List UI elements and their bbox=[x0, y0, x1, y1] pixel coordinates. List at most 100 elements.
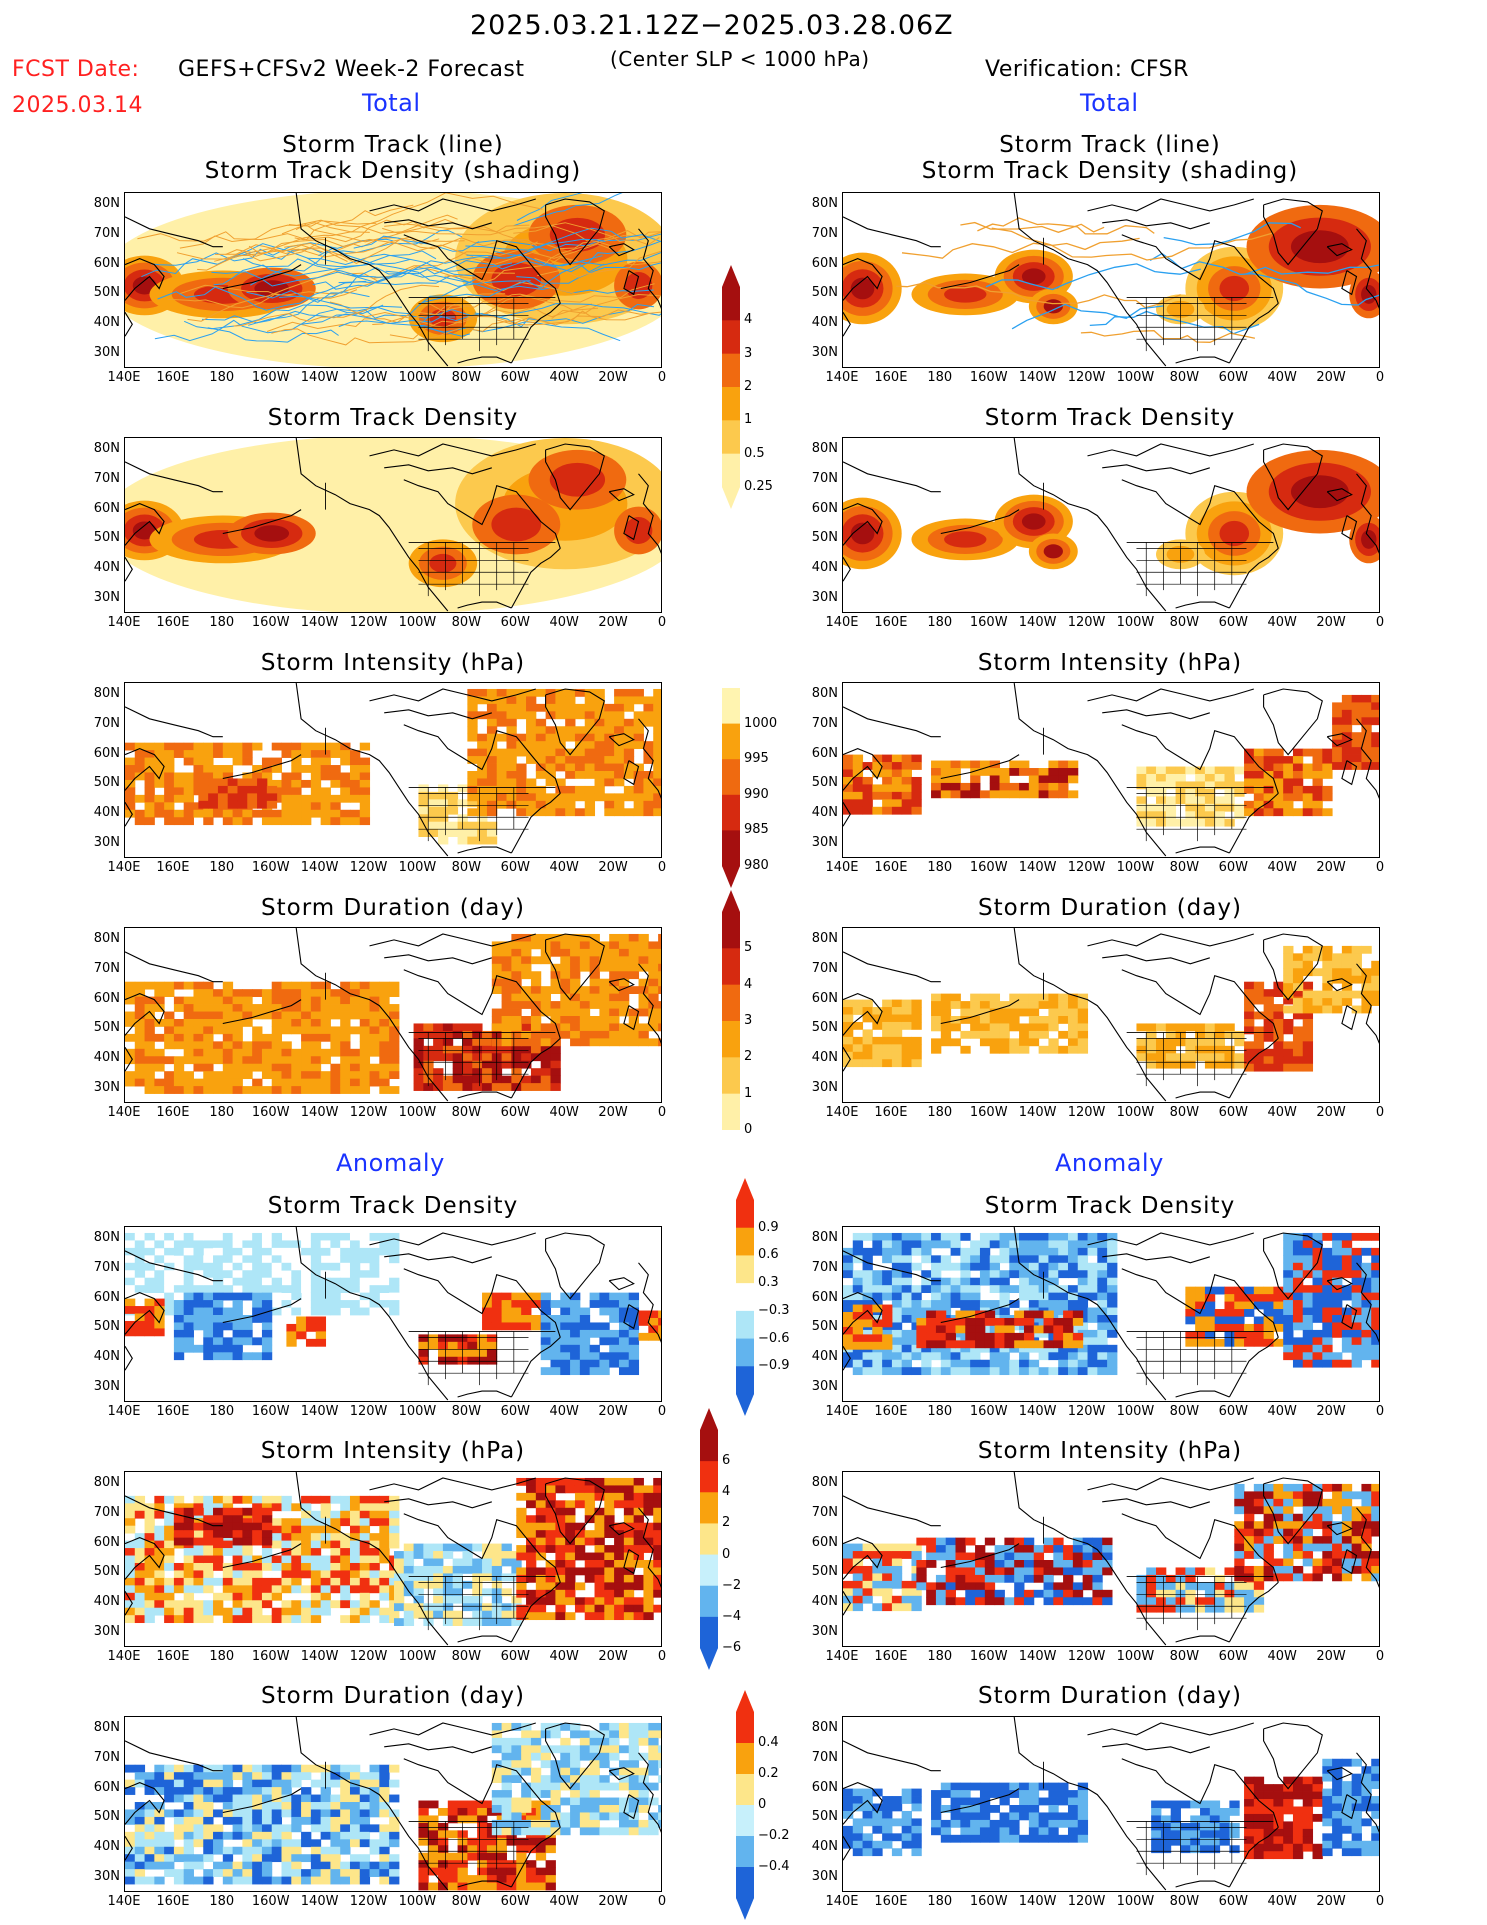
map-density-anom-cfsr bbox=[842, 1226, 1380, 1402]
lon-label: 140E bbox=[825, 615, 859, 630]
lon-label: 100W bbox=[398, 370, 437, 385]
lat-label: 80N bbox=[811, 1474, 838, 1490]
lat-label: 40N bbox=[93, 560, 120, 576]
map-track-cfsr bbox=[842, 192, 1380, 368]
map-intensity-forecast bbox=[124, 682, 662, 858]
lon-label: 80W bbox=[451, 1404, 482, 1419]
lat-label: 60N bbox=[811, 255, 838, 271]
lon-label: 40W bbox=[549, 370, 579, 385]
lon-label: 180 bbox=[209, 860, 235, 875]
panel-title-density-right: Storm Track Density bbox=[984, 405, 1236, 431]
lon-label: 40W bbox=[1267, 370, 1297, 385]
lat-label: 40N bbox=[811, 805, 838, 821]
colorbar-label: −4 bbox=[722, 1608, 742, 1624]
criteria-label: (Center SLP < 1000 hPa) bbox=[610, 47, 870, 71]
lon-label: 80W bbox=[1169, 1105, 1200, 1120]
lon-label: 100W bbox=[1116, 1894, 1155, 1909]
lon-label: 0 bbox=[657, 1105, 667, 1120]
lon-label: 180 bbox=[927, 1894, 953, 1909]
lon-label: 80W bbox=[1169, 860, 1200, 875]
lat-label: 80N bbox=[93, 685, 120, 701]
lon-label: 0 bbox=[1375, 860, 1385, 875]
lat-label: 60N bbox=[811, 990, 838, 1006]
lon-label: 100W bbox=[1116, 860, 1155, 875]
lon-label: 140W bbox=[300, 1649, 339, 1664]
lat-label: 80N bbox=[811, 1229, 838, 1245]
lon-label: 160E bbox=[874, 1894, 908, 1909]
panel-title-density-left: Storm Track Density bbox=[267, 405, 519, 431]
colorbar-label: 1000 bbox=[744, 715, 778, 731]
lon-label: 20W bbox=[1316, 1404, 1346, 1419]
lon-label: 100W bbox=[398, 1649, 437, 1664]
lon-label: 40W bbox=[1267, 1404, 1297, 1419]
lon-label: 120W bbox=[1067, 615, 1106, 630]
lat-label: 60N bbox=[93, 990, 120, 1006]
lon-label: 80W bbox=[451, 1649, 482, 1664]
lat-label: 40N bbox=[811, 315, 838, 331]
lat-label: 30N bbox=[811, 345, 838, 361]
lon-label: 120W bbox=[349, 1894, 388, 1909]
lon-label: 40W bbox=[549, 1894, 579, 1909]
lat-label: 30N bbox=[93, 1379, 120, 1395]
lon-label: 100W bbox=[398, 1404, 437, 1419]
total-left-label: Total bbox=[362, 89, 421, 117]
lon-label: 140E bbox=[825, 370, 859, 385]
lon-label: 0 bbox=[1375, 370, 1385, 385]
panel-title-track-shading-right: Storm Track Density (shading) bbox=[921, 158, 1299, 184]
map-intensity-anom-forecast bbox=[124, 1471, 662, 1647]
map-track-forecast bbox=[124, 192, 662, 368]
lon-label: 140E bbox=[107, 860, 141, 875]
lat-label: 60N bbox=[93, 500, 120, 516]
lon-label: 160E bbox=[156, 1649, 190, 1664]
lon-label: 0 bbox=[657, 1404, 667, 1419]
lat-label: 80N bbox=[811, 195, 838, 211]
lon-label: 140E bbox=[825, 1404, 859, 1419]
lat-label: 30N bbox=[811, 590, 838, 606]
lat-label: 80N bbox=[93, 1719, 120, 1735]
lon-label: 20W bbox=[598, 860, 628, 875]
lon-label: 140E bbox=[107, 370, 141, 385]
lat-label: 40N bbox=[93, 315, 120, 331]
lon-label: 60W bbox=[1218, 860, 1248, 875]
panel-title-intensity-anom-right: Storm Intensity (hPa) bbox=[977, 1438, 1243, 1464]
lat-label: 80N bbox=[93, 195, 120, 211]
colorbar-label: 4 bbox=[722, 1484, 731, 1500]
lat-label: 40N bbox=[811, 1594, 838, 1610]
lat-label: 50N bbox=[93, 775, 120, 791]
lon-label: 60W bbox=[500, 1105, 530, 1120]
lat-label: 50N bbox=[93, 1564, 120, 1580]
lat-label: 70N bbox=[811, 1504, 838, 1520]
lon-label: 140W bbox=[300, 615, 339, 630]
lon-label: 80W bbox=[1169, 1894, 1200, 1909]
lon-label: 160W bbox=[251, 860, 290, 875]
lat-label: 30N bbox=[811, 1080, 838, 1096]
lon-label: 60W bbox=[500, 1894, 530, 1909]
colorbar-label: 1 bbox=[744, 412, 753, 428]
lon-label: 40W bbox=[549, 1649, 579, 1664]
lon-label: 120W bbox=[349, 860, 388, 875]
fcst-date-label: FCST Date: bbox=[12, 57, 140, 82]
lon-label: 160E bbox=[156, 1105, 190, 1120]
lon-label: 140W bbox=[1018, 1105, 1057, 1120]
lon-label: 140E bbox=[107, 1404, 141, 1419]
panel-title-density-anom-right: Storm Track Density bbox=[984, 1193, 1236, 1219]
lon-label: 60W bbox=[1218, 1404, 1248, 1419]
model-label: GEFS+CFSv2 Week-2 Forecast bbox=[178, 57, 525, 82]
lat-label: 30N bbox=[93, 835, 120, 851]
lon-label: 40W bbox=[1267, 860, 1297, 875]
lat-label: 30N bbox=[93, 1080, 120, 1096]
lon-label: 180 bbox=[927, 1404, 953, 1419]
colorbar-label: 5 bbox=[744, 940, 753, 956]
map-duration-cfsr bbox=[842, 927, 1380, 1103]
colorbar-label: 985 bbox=[744, 822, 769, 838]
lat-label: 60N bbox=[93, 1534, 120, 1550]
colorbar-density-anom bbox=[736, 1178, 754, 1416]
lon-label: 120W bbox=[1067, 1404, 1106, 1419]
lon-label: 160W bbox=[251, 615, 290, 630]
panel-title-density-anom-left: Storm Track Density bbox=[267, 1193, 519, 1219]
lon-label: 0 bbox=[657, 370, 667, 385]
lon-label: 160E bbox=[156, 370, 190, 385]
lon-label: 160E bbox=[874, 370, 908, 385]
panel-title-intensity-left: Storm Intensity (hPa) bbox=[260, 650, 526, 676]
lat-label: 40N bbox=[811, 1050, 838, 1066]
